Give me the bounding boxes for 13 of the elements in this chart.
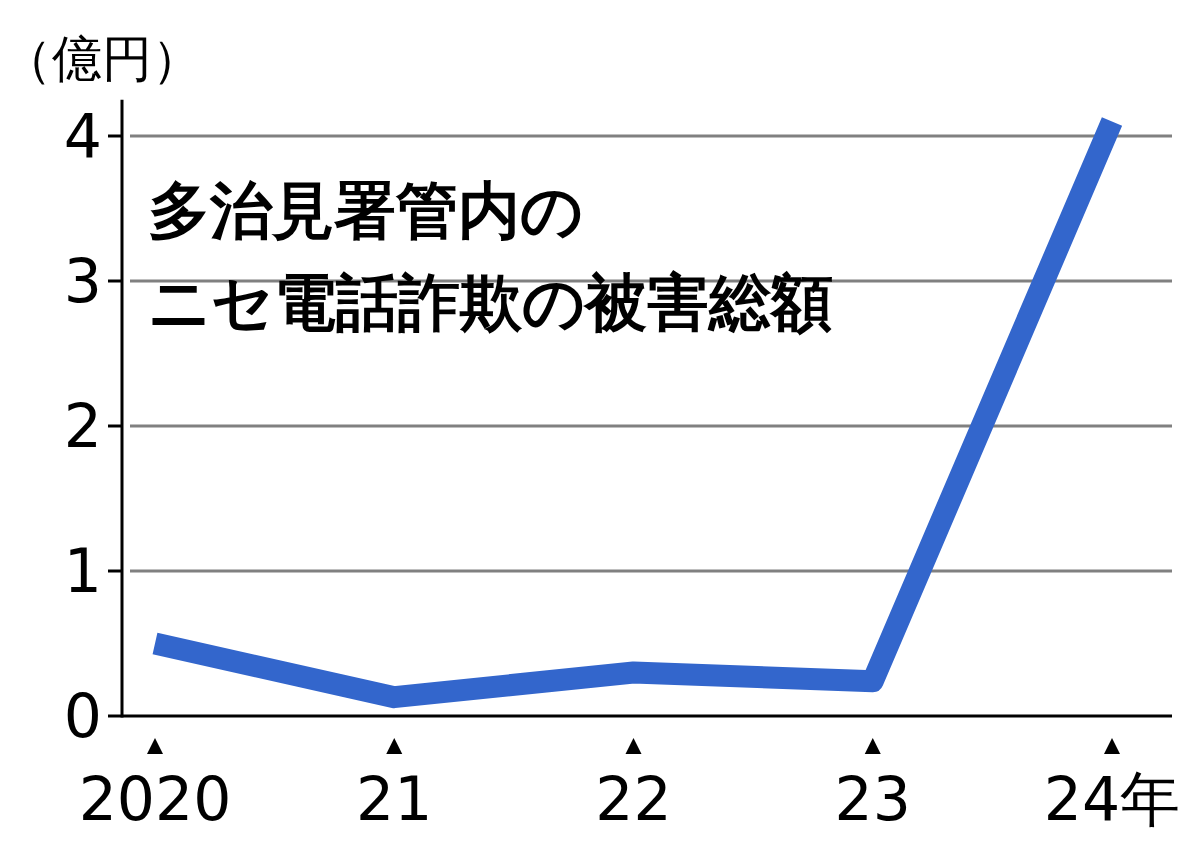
text: ニセ電話詐欺の被害総額 <box>148 266 833 339</box>
x-tick-label: 2020 <box>78 764 232 834</box>
x-tick-label: 23 <box>834 764 911 834</box>
y-tick-label: 1 <box>63 536 102 606</box>
x-tick-label: 21 <box>356 764 433 834</box>
x-tick-label: 24年 <box>1043 764 1181 834</box>
y-tick-label: 0 <box>63 681 102 751</box>
y-tick-label: 4 <box>63 101 102 171</box>
x-tick-label: 22 <box>595 764 672 834</box>
y-tick-label: 2 <box>63 391 102 461</box>
y-tick-label: 3 <box>63 246 102 316</box>
y-axis-title: （億円） <box>2 30 202 88</box>
text: 多治見署管内の <box>148 174 583 247</box>
